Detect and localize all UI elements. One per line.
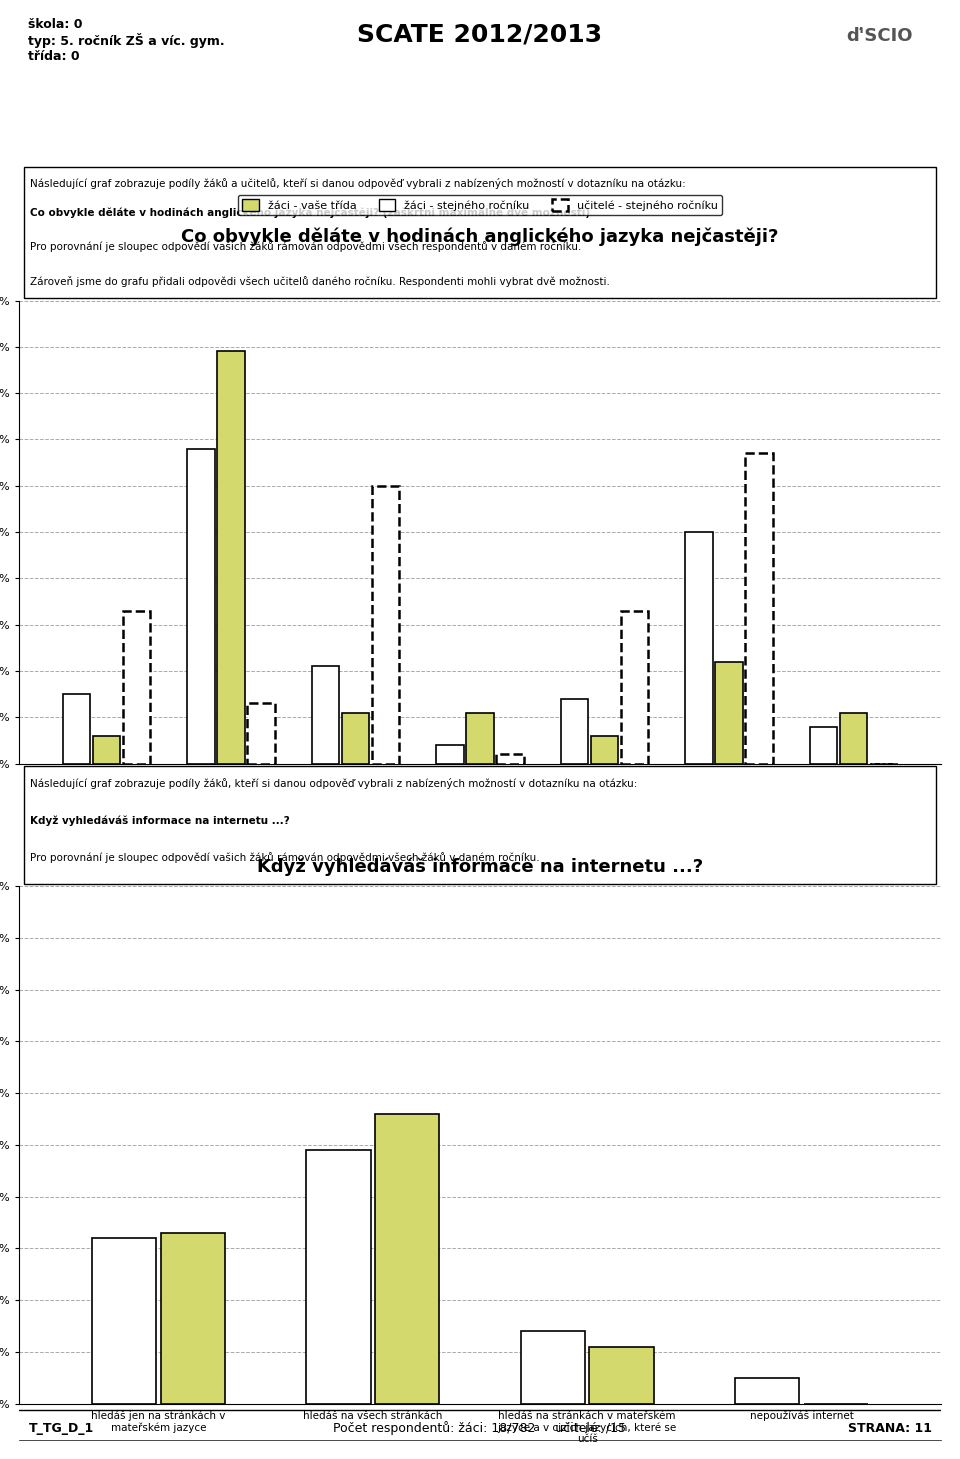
Bar [312,667,339,763]
Bar [621,611,648,763]
Bar [745,454,773,763]
Text: SCATE 2012/2013: SCATE 2012/2013 [357,22,603,47]
Bar [561,699,588,763]
Bar [589,1347,654,1404]
Bar [62,694,90,763]
Bar [342,712,370,763]
Text: Následující graf zobrazuje podíly žáků, kteří si danou odpověď vybrali z nabízen: Následující graf zobrazuje podíly žáků, … [31,778,637,789]
Title: Co obvykle děláte v hodinách anglického jazyka nejčastěji?: Co obvykle děláte v hodinách anglického … [181,228,779,247]
Title: Když vyhledáváš informace na internetu ...?: Když vyhledáváš informace na internetu .… [257,858,703,877]
Text: Když vyhledáváš informace na internetu ...?: Když vyhledáváš informace na internetu .… [31,816,290,826]
Bar [590,735,618,763]
Text: Následující graf zobrazuje podíly žáků a učitelů, kteří si danou odpověď vybrali: Následující graf zobrazuje podíly žáků a… [31,178,686,190]
FancyBboxPatch shape [24,168,936,298]
Bar [437,746,464,763]
Text: Pro porovnání je sloupec odpovědí vašich žáků rámován odpovědmi všech respondent: Pro porovnání je sloupec odpovědí vašich… [31,241,582,251]
Bar [467,712,493,763]
Text: škola: 0
typ: 5. ročník ZŠ a víc. gym.
třída: 0: škola: 0 typ: 5. ročník ZŠ a víc. gym. t… [29,18,225,63]
Text: ď'SCIO: ď'SCIO [847,26,913,45]
Bar [520,1331,585,1404]
Bar [496,754,523,763]
Bar [715,662,743,763]
Text: Pro porovnání je sloupec odpovědí vašich žáků rámován odpovědmi všech žáků v dan: Pro porovnání je sloupec odpovědí vašich… [31,852,540,862]
Text: Co obvykle děláte v hodinách anglického jazyka nejčastěji? (zaškrtni maximálně d: Co obvykle děláte v hodinách anglického … [31,209,590,219]
Bar [217,352,245,763]
Text: Zároveň jsme do grafu přidali odpovědi všech učitelů daného ročníku. Respondenti: Zároveň jsme do grafu přidali odpovědi v… [31,276,611,287]
Text: Počet respondentů: žáci: 18/782     učitelé: /15: Počet respondentů: žáci: 18/782 učitelé:… [333,1421,627,1436]
Bar [92,1239,156,1404]
Bar [735,1377,800,1404]
Bar [840,712,867,763]
Bar [306,1150,371,1404]
Bar [685,533,713,763]
Text: T_TG_D_1: T_TG_D_1 [29,1421,94,1434]
Bar [187,449,215,763]
Legend: žáci - vaše třída, žáci - stejného ročníku, učitelé - stejného ročníku: žáci - vaše třída, žáci - stejného roční… [237,196,723,216]
Bar [247,703,275,763]
Bar [123,611,150,763]
Bar [372,486,399,763]
Bar [810,727,837,763]
FancyBboxPatch shape [24,766,936,884]
Bar [160,1233,225,1404]
Bar [93,735,120,763]
Bar [375,1113,440,1404]
Text: STRANA: 11: STRANA: 11 [848,1421,931,1434]
